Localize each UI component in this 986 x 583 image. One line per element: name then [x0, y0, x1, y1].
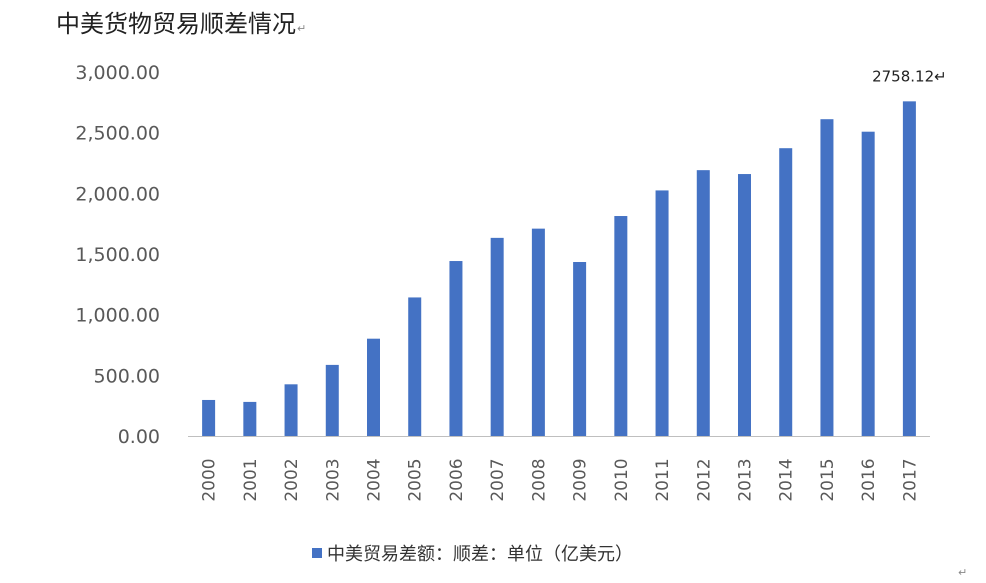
bar-2017 [902, 101, 916, 436]
data-label-2017: 2758.12↵ [872, 67, 947, 85]
title-return-mark: ↵ [297, 22, 307, 35]
y-tick-label: 2,000.00 [75, 183, 160, 205]
bar-2012 [696, 170, 710, 436]
bar-2003 [325, 364, 339, 436]
data-labels: 2758.12↵ [872, 67, 947, 85]
bar-2000 [202, 399, 216, 436]
y-axis-ticks: 0.00 500.00 1,000.00 1,500.00 2,000.00 2,500.… [75, 62, 160, 448]
legend-label: 中美贸易差额：顺差：单位（亿美元） [327, 544, 633, 565]
bar-2002 [284, 384, 298, 436]
bar-2008 [531, 228, 545, 436]
bar-2005 [408, 297, 422, 436]
x-tick-label-2009: 2009 [571, 458, 591, 501]
x-tick-label-2002: 2002 [282, 458, 302, 501]
y-tick-label: 500.00 [94, 365, 160, 387]
bars [202, 101, 916, 437]
bar-2001 [243, 401, 257, 436]
x-tick-label-2006: 2006 [447, 458, 467, 501]
x-tick-label-2015: 2015 [818, 458, 838, 501]
x-tick-label-2010: 2010 [612, 458, 632, 501]
bar-2009 [573, 262, 587, 436]
chart-title-text: 中美货物贸易顺差情况 [56, 10, 296, 38]
y-tick-label: 0.00 [118, 426, 160, 448]
bar-2013 [738, 174, 751, 437]
x-tick-label-2000: 2000 [200, 458, 220, 501]
x-tick-label-2003: 2003 [323, 458, 343, 501]
y-tick-label: 3,000.00 [75, 62, 160, 84]
x-tick-label-2011: 2011 [653, 458, 673, 501]
bar-2010 [614, 216, 628, 436]
x-tick-label-2008: 2008 [529, 458, 549, 501]
x-tick-label-2014: 2014 [777, 458, 797, 501]
x-tick-label-2016: 2016 [859, 458, 879, 501]
legend: 中美贸易差额：顺差：单位（亿美元） [312, 540, 633, 566]
bar-2015 [820, 119, 834, 436]
x-axis-ticks: 2000 2001 2002 2003 2004 2005 2006 2007 2008 2009… [200, 458, 921, 501]
bar-2011 [655, 190, 669, 436]
bar-2016 [861, 131, 875, 437]
legend-swatch [312, 548, 322, 558]
bar-2006 [449, 261, 463, 436]
bar-2014 [779, 148, 793, 436]
x-tick-label-2001: 2001 [241, 458, 261, 501]
bar-2004 [367, 338, 380, 436]
x-tick-label-2004: 2004 [365, 458, 385, 501]
y-tick-label: 2,500.00 [75, 123, 160, 145]
x-tick-label-2017: 2017 [900, 458, 920, 501]
x-tick-label-2012: 2012 [694, 458, 714, 501]
bar-2007 [490, 237, 504, 436]
y-tick-label: 1,500.00 [75, 244, 160, 266]
x-tick-label-2013: 2013 [736, 458, 756, 501]
y-tick-label: 1,000.00 [75, 305, 160, 327]
chart-title: 中美货物贸易顺差情况↵ [56, 4, 306, 39]
x-tick-label-2007: 2007 [488, 458, 508, 501]
corner-return-mark: ↵ [958, 566, 968, 579]
x-tick-label-2005: 2005 [406, 458, 426, 501]
